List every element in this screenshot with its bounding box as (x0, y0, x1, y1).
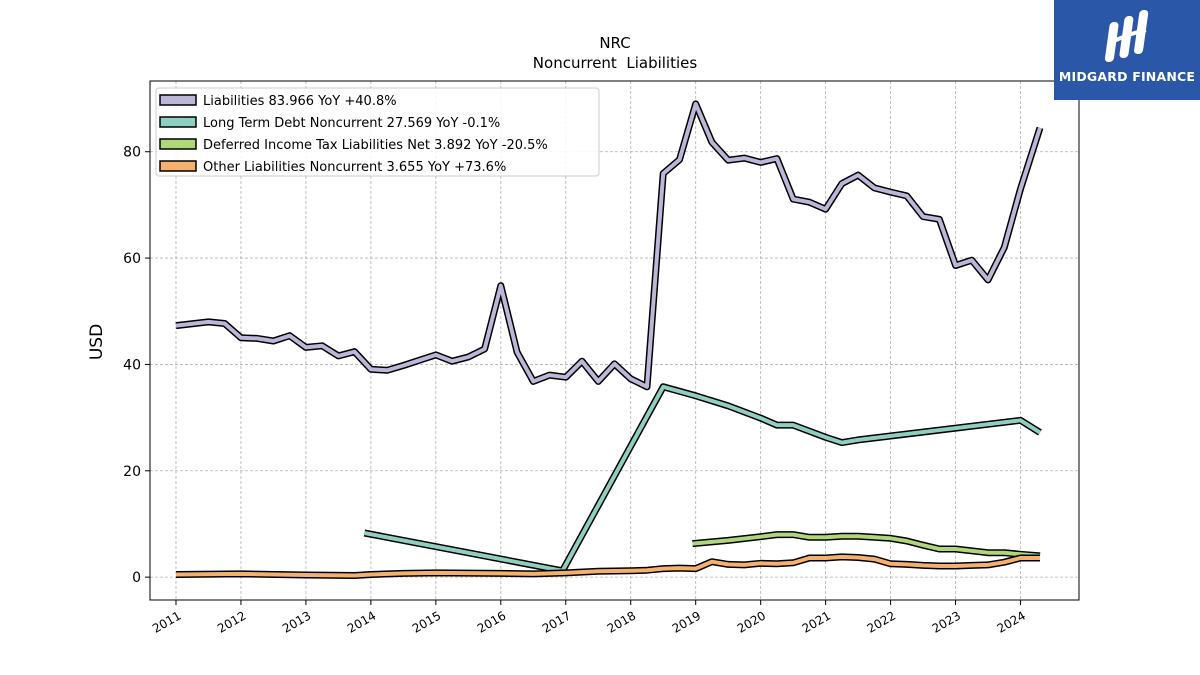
y-axis: 0 20 40 60 80 (123, 145, 150, 586)
legend-label-0: Liabilities 83.966 YoY +40.8% (203, 94, 397, 109)
legend-label-1: Long Term Debt Noncurrent 27.569 YoY -0.… (203, 116, 500, 131)
chart-title: NRC (599, 34, 630, 52)
x-tick-label: 2019 (670, 608, 703, 635)
y-tick-label: 40 (123, 357, 141, 373)
x-tick-label: 2011 (150, 608, 183, 635)
series-0-line (175, 101, 1042, 389)
plot-frame (149, 80, 1080, 601)
x-tick-label: 2022 (865, 608, 898, 635)
series-2-line (692, 532, 1041, 558)
legend-label-2: Deferred Income Tax Liabilities Net 3.89… (203, 138, 548, 153)
y-tick-label: 20 (123, 464, 141, 480)
series-1-line (364, 384, 1042, 573)
x-tick-label: 2015 (410, 608, 443, 635)
legend-swatch-2 (159, 138, 197, 150)
y-tick-label: 80 (123, 145, 141, 161)
x-tick-label: 2023 (930, 608, 963, 635)
midgard-logo-icon (1104, 10, 1149, 62)
x-tick-label: 2024 (995, 608, 1028, 635)
series-lines (175, 100, 1044, 579)
brand-name: MIDGARD FINANCE (1058, 69, 1196, 84)
legend-swatch-1 (159, 116, 197, 128)
y-tick-label: 60 (123, 251, 141, 267)
x-tick-label: 2016 (475, 608, 508, 635)
x-tick-label: 2013 (280, 608, 313, 635)
x-tick-label: 2018 (605, 608, 638, 635)
x-tick-label: 2021 (800, 608, 833, 635)
legend-swatch-3 (159, 160, 197, 172)
series-3-line (175, 554, 1040, 578)
x-axis: 2011 2012 2013 2014 2015 2016 2017 2018 2019 2020… (150, 600, 1028, 636)
x-tick-label: 2014 (345, 608, 378, 635)
brand-logo: MIDGARD FINANCE (1054, 0, 1200, 100)
legend-label-3: Other Liabilities Noncurrent 3.655 YoY +… (203, 160, 506, 175)
x-tick-label: 2017 (540, 608, 573, 635)
chart-subtitle: Noncurrent Liabilities (533, 54, 698, 72)
x-tick-label: 2020 (735, 608, 768, 635)
legend: Liabilities 83.966 YoY +40.8% Long Term D… (155, 87, 600, 177)
y-axis-label: USD (87, 324, 107, 360)
x-tick-label: 2012 (215, 608, 248, 635)
y-tick-label: 0 (132, 570, 141, 586)
legend-box (155, 87, 600, 177)
legend-swatch-0 (159, 94, 197, 106)
